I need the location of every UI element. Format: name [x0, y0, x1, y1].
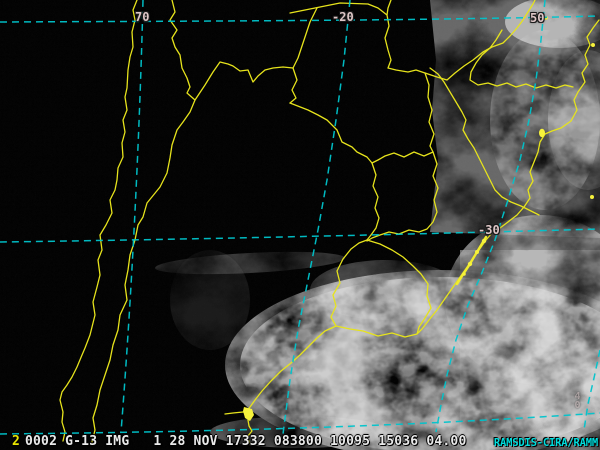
longitude-line-40w: [583, 349, 600, 431]
bolivia-argentina-border: [194, 61, 294, 101]
lagoa-dos-patos-shore: [455, 235, 488, 286]
uruguay-river-border: [366, 151, 439, 242]
parana-brazil-border: [424, 0, 536, 81]
grid-label-lon-40: 40: [572, 391, 583, 409]
longitude-line-70w: [120, 0, 144, 433]
bolivia-paraguay-border: [289, 7, 318, 104]
status-credit: RAMSDIS-CIRA/RAMM: [493, 437, 598, 449]
grid-label-lon-50: 50: [530, 11, 545, 25]
latitude-line-20s: [0, 15, 600, 23]
grid-label-lon-70: 70: [135, 10, 150, 24]
paraguay-river-stub: [386, 0, 392, 16]
buenos-aires-blob: [243, 407, 254, 421]
status-area-number: 2: [12, 434, 20, 449]
status-bar: 2 0002 G-13 IMG 1 28 NOV 17332 083800 10…: [0, 434, 600, 450]
buenos-aires-coast-tail: [246, 419, 253, 445]
bright-coastal-features: [243, 16, 595, 421]
lagoon-blob: [475, 250, 479, 254]
grid-label-lat-20: -20: [332, 10, 354, 24]
uruguay-border: [330, 239, 432, 338]
stratocumulus-detail-texture: [240, 30, 600, 450]
status-image-info: 0002 G-13 IMG 1 28 NOV 17332 083800 1009…: [25, 434, 467, 449]
lagoon-blob: [467, 261, 473, 267]
longitude-line-50w: [435, 0, 546, 433]
grid-label-lat-30: -30: [478, 223, 500, 237]
latlon-grid-overlay: [0, 0, 600, 435]
latitude-line-40s: [0, 412, 600, 435]
brazil-state-border-2: [429, 67, 540, 216]
chile-coastline: [59, 0, 138, 442]
coast-city-blob: [590, 195, 594, 199]
andes-border: [91, 0, 196, 443]
map-borders-overlay: [59, 0, 600, 445]
pilcomayo-border: [289, 102, 373, 164]
coast-city-blob: [591, 43, 595, 47]
lagoon-blob: [462, 272, 466, 276]
parana-river-border: [366, 162, 380, 241]
paraguay-north-border: [289, 2, 433, 111]
coast-city-blob: [539, 128, 545, 138]
longitude-line-60w: [282, 0, 351, 435]
paraguay-south-border: [371, 109, 435, 164]
latitude-line-30s: [0, 228, 600, 243]
lagoon-blob: [481, 238, 487, 244]
brazil-state-border-1: [469, 29, 574, 89]
